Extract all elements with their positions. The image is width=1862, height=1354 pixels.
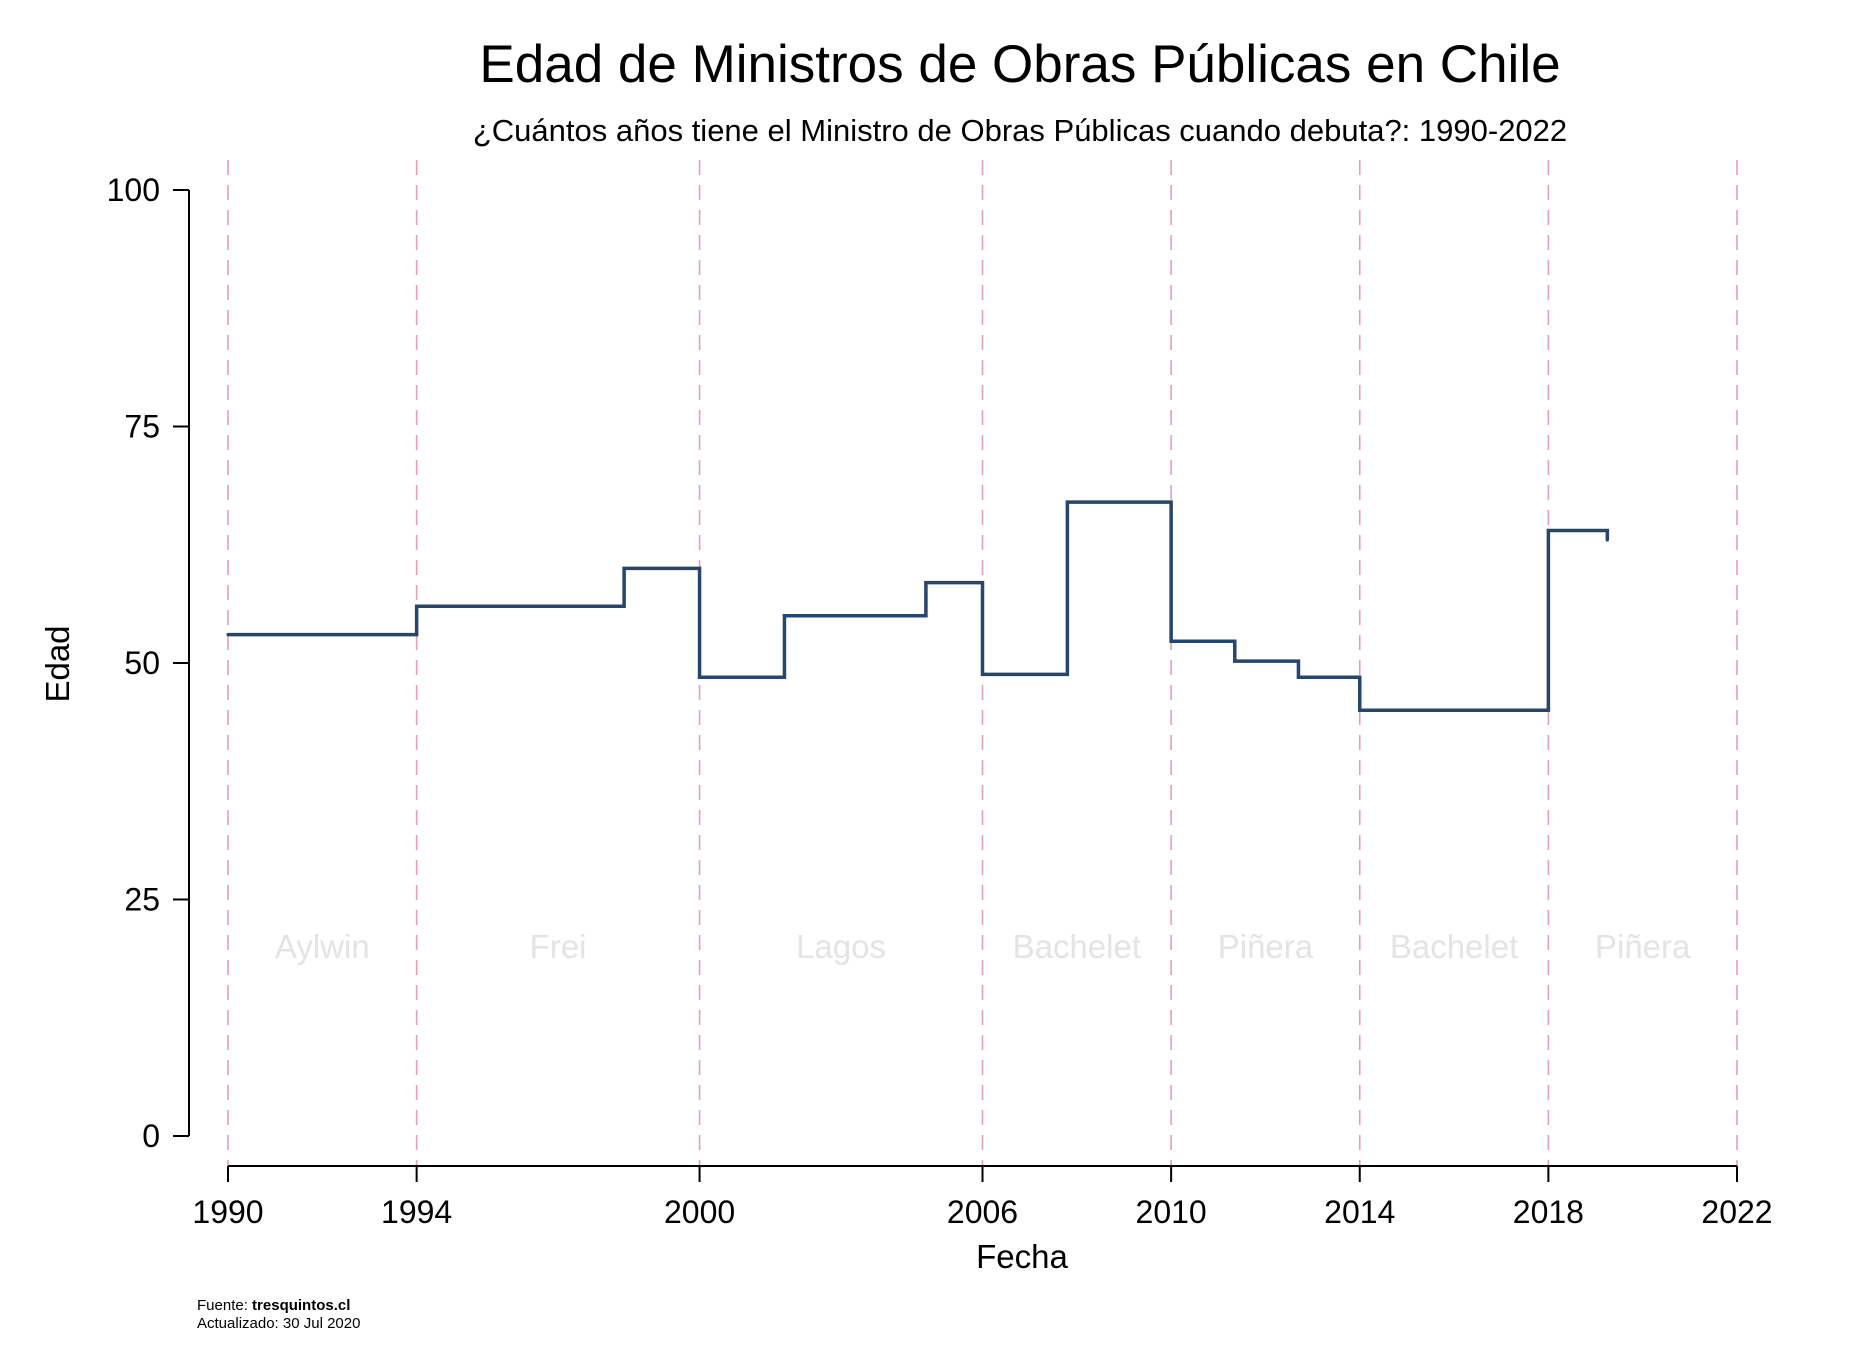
period-label: Piñera: [1218, 928, 1314, 965]
x-axis-ticks: 1990 1994 2000 2006 2010 2014 2018 2022: [192, 1166, 1773, 1230]
y-axis-ticks: 0 25 50 75 100: [107, 172, 189, 1154]
period-label: Frei: [530, 928, 587, 965]
data-point: [1233, 659, 1237, 663]
series-line: [228, 500, 1610, 713]
x-tick-label: 2022: [1701, 1194, 1772, 1230]
x-tick-label: 2018: [1513, 1194, 1584, 1230]
period-label: Piñera: [1595, 928, 1691, 965]
chart-title: Edad de Ministros de Obras Públicas en C…: [479, 35, 1560, 94]
data-point: [782, 614, 787, 618]
data-point: [622, 566, 626, 571]
x-tick-label: 2010: [1136, 1194, 1207, 1230]
x-tick-label: 2014: [1324, 1194, 1395, 1230]
updated-note: Actualizado: 30 Jul 2020: [197, 1315, 360, 1332]
data-point: [1358, 708, 1362, 712]
x-tick-label: 1990: [192, 1194, 263, 1230]
data-point: [1065, 500, 1069, 504]
data-point: [1169, 639, 1173, 643]
y-axis-label: Edad: [39, 625, 76, 702]
data-point: [924, 580, 928, 585]
y-tick-label: 25: [124, 882, 160, 918]
x-tick-label: 1994: [381, 1194, 452, 1230]
data-point: [980, 672, 985, 676]
data-point: [1605, 538, 1609, 542]
period-label: Lagos: [796, 928, 886, 965]
x-axis-label: Fecha: [976, 1238, 1068, 1275]
series-group: [226, 500, 1610, 713]
source-prefix: Fuente:: [197, 1297, 252, 1314]
data-point: [415, 604, 419, 608]
y-tick-label: 100: [107, 172, 160, 208]
data-point: [697, 675, 702, 679]
source-name: tresquintos.cl: [252, 1297, 350, 1314]
period-label: Bachelet: [1390, 928, 1518, 965]
y-tick-label: 50: [124, 645, 160, 681]
y-tick-label: 0: [142, 1118, 160, 1154]
y-tick-label: 75: [124, 409, 160, 445]
x-tick-label: 2000: [664, 1194, 735, 1230]
period-labels: Aylwin Frei Lagos Bachelet Piñera Bachelet Piñ…: [275, 928, 1691, 965]
source-note: Fuente: tresquintos.cl: [197, 1297, 350, 1314]
period-label: Aylwin: [275, 928, 370, 965]
chart-subtitle: ¿Cuántos años tiene el Ministro de Obras…: [473, 113, 1567, 148]
data-point: [1546, 528, 1550, 533]
period-label: Bachelet: [1013, 928, 1141, 965]
data-point: [226, 633, 230, 637]
x-tick-label: 2006: [947, 1194, 1018, 1230]
data-point: [1296, 675, 1301, 679]
